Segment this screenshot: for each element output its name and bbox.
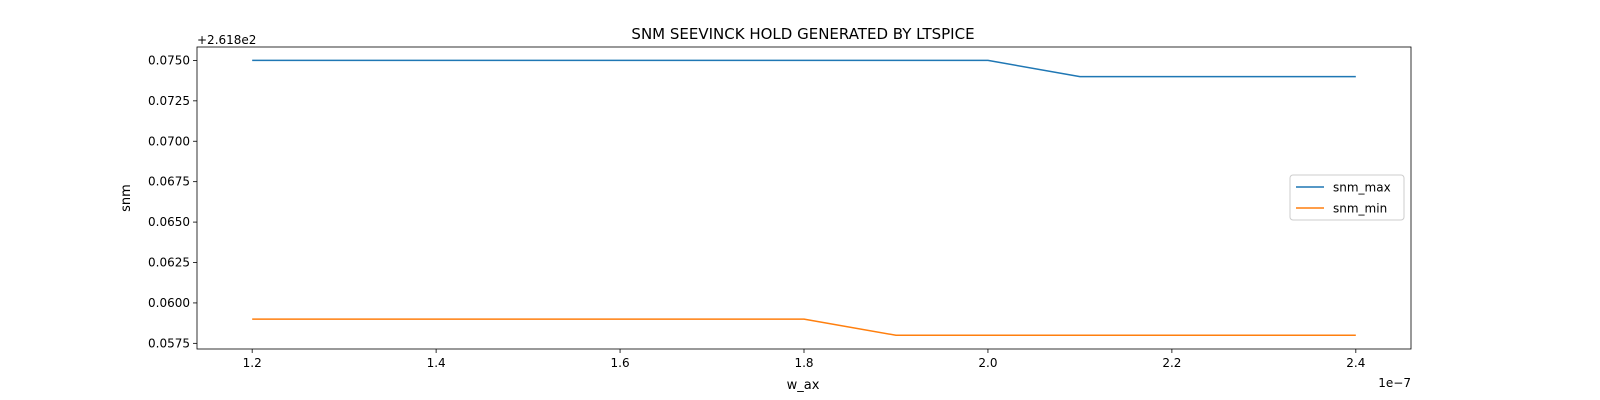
- x-tick-label: 2.4: [1346, 356, 1365, 370]
- legend: snm_max snm_min: [1289, 174, 1405, 221]
- y-axis-label: snm: [119, 184, 134, 212]
- y-tick-label: 0.0575: [148, 336, 190, 350]
- chart-title: SNM SEEVINCK HOLD GENERATED BY LTSPICE: [631, 25, 974, 43]
- x-axis-multiplier-label: 1e−7: [1378, 376, 1411, 390]
- x-tick-label: 1.4: [427, 356, 446, 370]
- axes-frame: [196, 46, 1412, 350]
- y-tick-label: 0.0625: [148, 256, 190, 270]
- y-axis-offset-label: +2.618e2: [197, 33, 256, 47]
- y-tick-label: 0.0725: [148, 94, 190, 108]
- x-tick-label: 1.2: [243, 356, 262, 370]
- y-tick-label: 0.0700: [148, 134, 190, 148]
- plot-area: 1.2 1.4 1.6 1.8 2.0 2.2 2.4 0.0575 0.0600 0.0625 0…: [148, 46, 1412, 370]
- x-axis-label: w_ax: [787, 378, 820, 393]
- legend-label-snm_max: snm_max: [1333, 181, 1391, 195]
- y-tick-label: 0.0675: [148, 175, 190, 189]
- x-tick-label: 2.2: [1162, 356, 1181, 370]
- y-tick-label: 0.0650: [148, 215, 190, 229]
- series-line-snm_min: [252, 318, 1356, 337]
- y-tick-label: 0.0600: [148, 296, 190, 310]
- legend-label-snm_min: snm_min: [1333, 202, 1387, 216]
- y-tick-label: 0.0750: [148, 53, 190, 67]
- series-line-snm_max: [252, 59, 1356, 78]
- x-tick-label: 1.6: [611, 356, 630, 370]
- x-tick-label: 1.8: [794, 356, 813, 370]
- x-tick-label: 2.0: [978, 356, 997, 370]
